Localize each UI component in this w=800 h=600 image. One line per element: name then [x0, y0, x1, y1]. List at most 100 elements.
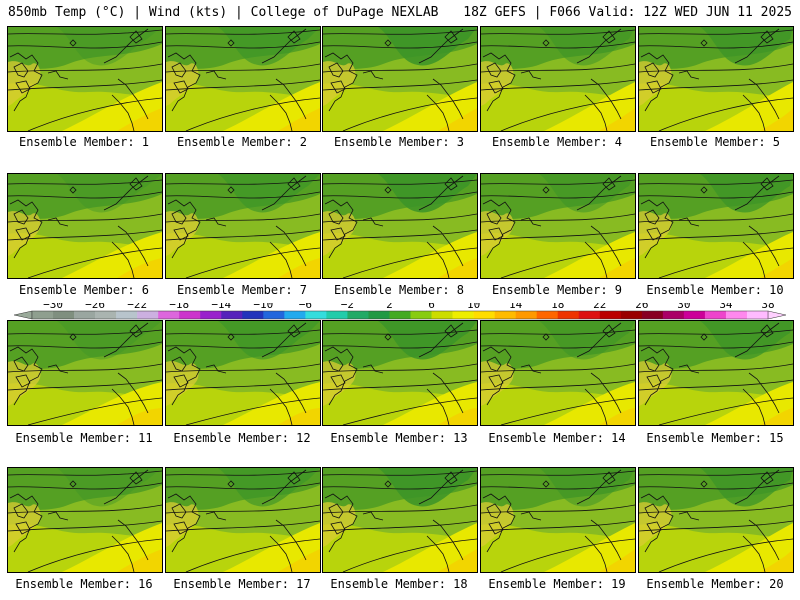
colorbar-left-arrow — [13, 310, 33, 320]
colorbar-segment — [179, 311, 201, 319]
temperature-wind-map — [166, 321, 320, 425]
ensemble-map-panel — [638, 26, 794, 132]
ensemble-member-label: Ensemble Member: 17 — [173, 577, 311, 591]
colorbar-tick-label: −18 — [169, 303, 189, 311]
ensemble-member-label: Ensemble Member: 9 — [491, 283, 623, 297]
colorbar-segment — [158, 311, 180, 319]
colorbar-tick-label: 34 — [719, 303, 733, 311]
colorbar-segment — [494, 311, 516, 319]
colorbar-segment — [746, 311, 769, 319]
temperature-wind-map — [8, 468, 162, 572]
temperature-wind-map — [323, 174, 477, 278]
ensemble-map-panel — [322, 467, 478, 573]
ensemble-map-panel — [480, 320, 636, 426]
colorbar-segment — [599, 311, 622, 319]
colorbar-segment — [389, 311, 411, 319]
ensemble-map-panel — [7, 26, 163, 132]
colorbar-segment — [95, 311, 117, 319]
colorbar-segment — [116, 311, 138, 319]
temperature-wind-map — [639, 174, 793, 278]
colorbar-segment — [200, 311, 222, 319]
colorbar-tick-label: −2 — [341, 303, 354, 311]
ensemble-member-label: Ensemble Member: 2 — [176, 135, 308, 149]
colorbar-segment — [683, 311, 706, 319]
colorbar-segment — [578, 311, 601, 319]
temperature-wind-map — [166, 174, 320, 278]
colorbar-segment — [284, 311, 306, 319]
colorbar-tick-label: 26 — [635, 303, 648, 311]
ensemble-member-label: Ensemble Member: 6 — [18, 283, 150, 297]
ensemble-map-panel — [165, 173, 321, 279]
colorbar-segment — [515, 311, 537, 319]
colorbar-segment — [725, 311, 748, 319]
colorbar-outline — [31, 310, 769, 320]
colorbar-tick-label: 2 — [386, 303, 393, 311]
temperature-wind-map — [8, 27, 162, 131]
ensemble-map-panel — [480, 26, 636, 132]
ensemble-map-panel — [322, 173, 478, 279]
ensemble-member-label: Ensemble Member: 13 — [330, 431, 468, 445]
colorbar-tick-label: −10 — [253, 303, 273, 311]
ensemble-map-panel — [7, 320, 163, 426]
colorbar-right-arrow — [767, 310, 787, 320]
colorbar-segment — [137, 311, 159, 319]
temperature-wind-map — [166, 468, 320, 572]
ensemble-map-panel — [638, 320, 794, 426]
colorbar-segment — [242, 311, 264, 319]
ensemble-member-label: Ensemble Member: 14 — [488, 431, 626, 445]
header-right-title: 18Z GEFS | F066 Valid: 12Z WED JUN 11 20… — [463, 5, 792, 20]
colorbar-segment — [221, 311, 243, 319]
ensemble-member-label: Ensemble Member: 20 — [646, 577, 784, 591]
ensemble-map-panel — [638, 467, 794, 573]
temperature-wind-map — [8, 174, 162, 278]
temperature-wind-map — [323, 27, 477, 131]
temperature-wind-map — [323, 321, 477, 425]
colorbar-segment — [305, 311, 327, 319]
colorbar-segment — [452, 311, 474, 319]
colorbar-tick-label: −30 — [43, 303, 63, 311]
colorbar-tick-label: 30 — [677, 303, 690, 311]
temperature-wind-map — [639, 27, 793, 131]
ensemble-member-label: Ensemble Member: 8 — [333, 283, 465, 297]
colorbar-segment — [431, 311, 453, 319]
ensemble-map-panel — [480, 467, 636, 573]
colorbar-tick-label: −22 — [127, 303, 147, 311]
ensemble-member-label: Ensemble Member: 7 — [176, 283, 308, 297]
colorbar-segment — [53, 311, 75, 319]
ensemble-map-panel — [165, 467, 321, 573]
colorbar-segment — [662, 311, 685, 319]
colorbar-tick-label: −14 — [211, 303, 231, 311]
colorbar-tick-label: 10 — [467, 303, 480, 311]
temperature-wind-map — [639, 468, 793, 572]
ensemble-member-label: Ensemble Member: 3 — [333, 135, 465, 149]
colorbar-segment — [704, 311, 727, 319]
header-left-title: 850mb Temp (°C) | Wind (kts) | College o… — [8, 5, 439, 20]
ensemble-member-label: Ensemble Member: 1 — [18, 135, 150, 149]
colorbar-segment — [557, 311, 580, 319]
ensemble-member-label: Ensemble Member: 10 — [646, 283, 784, 297]
colorbar-segment — [74, 311, 96, 319]
ensemble-map-panel — [165, 320, 321, 426]
ensemble-member-label: Ensemble Member: 15 — [646, 431, 784, 445]
ensemble-member-label: Ensemble Member: 18 — [330, 577, 468, 591]
colorbar-segment — [536, 311, 559, 319]
ensemble-map-panel — [165, 26, 321, 132]
temperature-wind-map — [481, 468, 635, 572]
colorbar-tick-label: 18 — [551, 303, 564, 311]
colorbar-segment — [263, 311, 285, 319]
ensemble-map-panel — [638, 173, 794, 279]
temperature-wind-map — [481, 321, 635, 425]
colorbar-segment — [326, 311, 348, 319]
ensemble-member-label: Ensemble Member: 11 — [15, 431, 153, 445]
temperature-wind-map — [323, 468, 477, 572]
ensemble-map-panel — [7, 173, 163, 279]
ensemble-member-label: Ensemble Member: 5 — [649, 135, 781, 149]
colorbar-tick-label: −6 — [299, 303, 312, 311]
ensemble-member-label: Ensemble Member: 19 — [488, 577, 626, 591]
colorbar-segment — [32, 311, 54, 319]
colorbar-tick-label: 14 — [509, 303, 523, 311]
ensemble-map-panel — [480, 173, 636, 279]
colorbar-segment — [620, 311, 643, 319]
colorbar-tick-label: −26 — [85, 303, 105, 311]
colorbar-tick-label: 38 — [761, 303, 774, 311]
